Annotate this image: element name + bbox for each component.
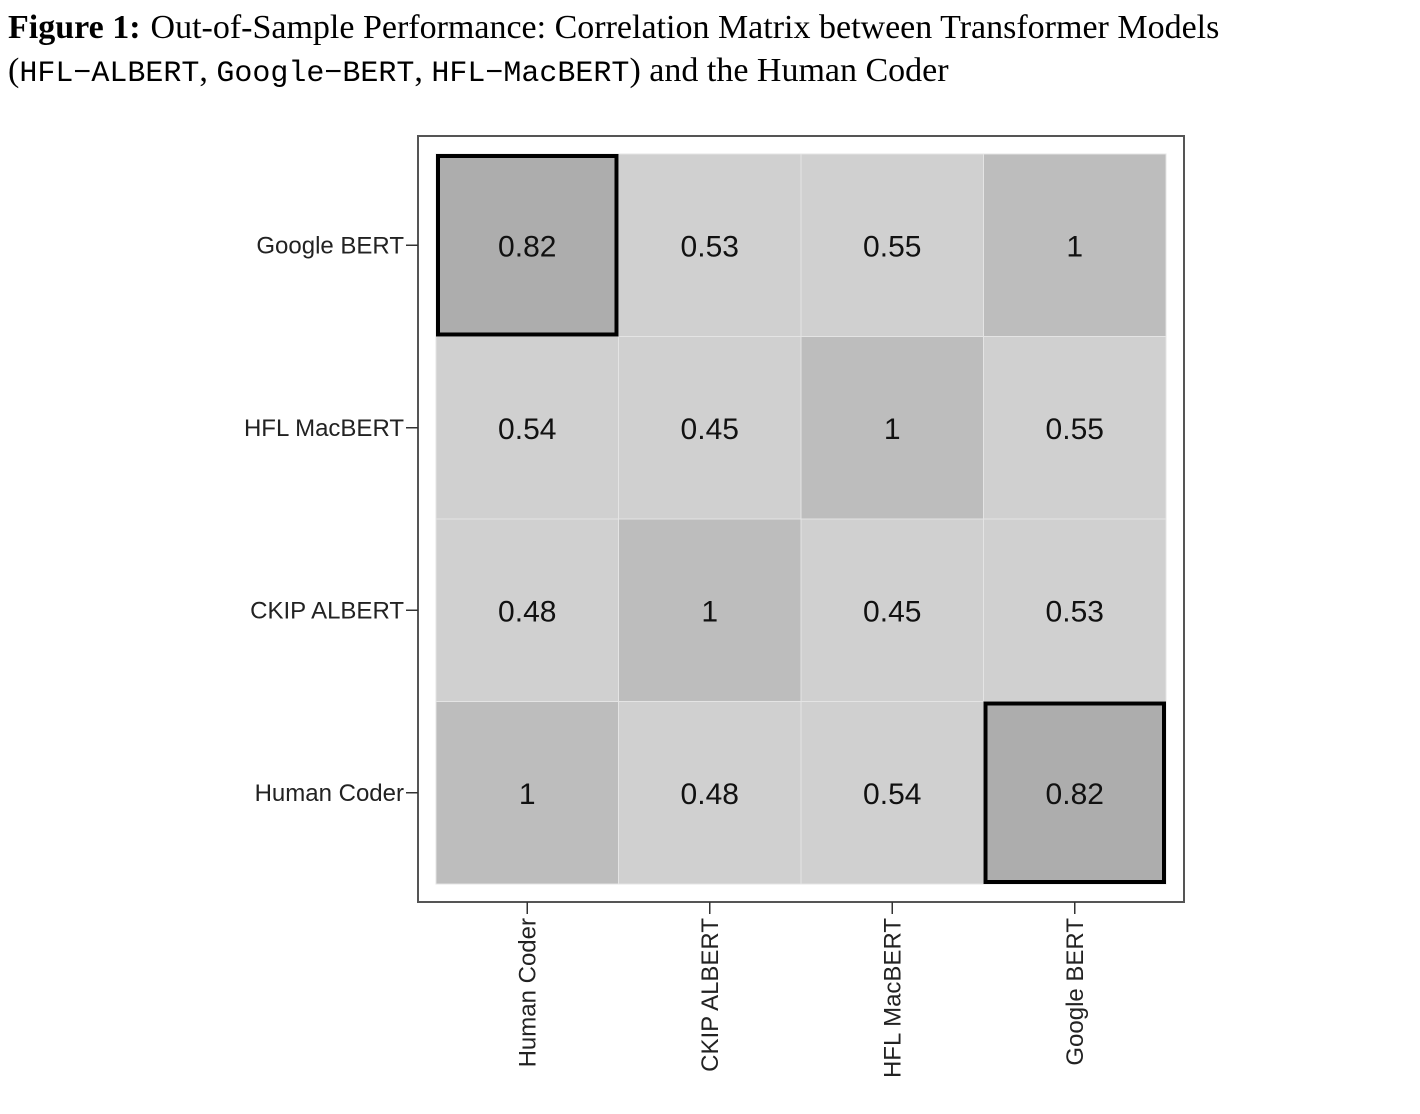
x-tick-label: CKIP ALBERT xyxy=(697,918,724,1072)
cell-value: 1 xyxy=(1066,230,1083,263)
heatmap-cell xyxy=(618,153,802,337)
cell-value: 0.55 xyxy=(863,230,921,263)
heatmap-cell xyxy=(983,336,1167,520)
heatmap-cell xyxy=(800,336,984,520)
y-tick-label: HFL MacBERT xyxy=(244,415,404,442)
heatmap-cell xyxy=(800,701,984,885)
heatmap-cell xyxy=(435,336,619,520)
heatmap-cell xyxy=(435,701,619,885)
heatmap-cell xyxy=(800,153,984,337)
figure-label: Figure 1: xyxy=(8,9,141,46)
title-segment: , xyxy=(414,52,431,89)
heatmap-cell xyxy=(435,518,619,702)
title-segment: ) and the Human Coder xyxy=(629,52,949,89)
cell-value: 0.45 xyxy=(863,595,921,628)
chart-title: Out-of-Sample Performance: Correlation M… xyxy=(151,9,1220,46)
cell-value: 0.54 xyxy=(498,413,556,446)
cell-value: 0.45 xyxy=(681,413,739,446)
title-segment: ( xyxy=(8,52,19,89)
x-tick-label: Human Coder xyxy=(514,918,541,1067)
y-tick-label: CKIP ALBERT xyxy=(250,597,404,624)
highlight-border xyxy=(436,154,619,337)
y-tick-label: Human Coder xyxy=(255,780,404,807)
title-segment: , xyxy=(199,52,216,89)
y-tick-label: Google BERT xyxy=(256,232,404,259)
cell-value: 0.48 xyxy=(498,595,556,628)
caption-line-1: Figure 1: Out-of-Sample Performance: Corr… xyxy=(8,9,1219,46)
cell-value: 0.53 xyxy=(681,230,739,263)
cell-value: 0.48 xyxy=(681,778,739,811)
cell-value: 1 xyxy=(884,413,901,446)
heatmap-cell xyxy=(618,518,802,702)
cell-value: 0.54 xyxy=(863,778,921,811)
heatmap-cell xyxy=(800,518,984,702)
caption-line-2: (HFL−ALBERT, Google−BERT, HFL−MacBERT) a… xyxy=(8,52,949,91)
highlight-border xyxy=(983,701,1166,884)
title-segment: HFL−MacBERT xyxy=(431,57,629,91)
x-tick-label: Google BERT xyxy=(1062,918,1089,1066)
title-segment: Google−BERT xyxy=(216,57,414,91)
cell-value: 1 xyxy=(519,778,536,811)
heatmap-cell xyxy=(983,701,1167,885)
cell-value: 1 xyxy=(701,595,718,628)
heatmap-cell xyxy=(983,153,1167,337)
cell-value: 0.82 xyxy=(1046,778,1104,811)
cell-value: 0.55 xyxy=(1046,413,1104,446)
title-segment: HFL−ALBERT xyxy=(19,57,199,91)
cell-value: 0.82 xyxy=(498,230,556,263)
cell-value: 0.53 xyxy=(1046,595,1104,628)
x-tick-label: HFL MacBERT xyxy=(879,918,906,1078)
